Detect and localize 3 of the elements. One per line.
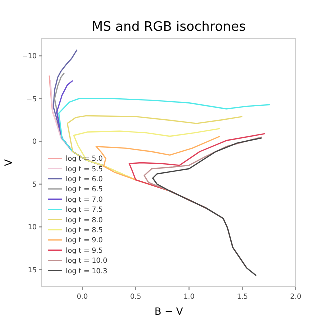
x-axis-title: B − V [154,307,184,318]
chart-title: MS and RGB isochrones [92,20,246,35]
y-axis-title: V [4,159,15,166]
